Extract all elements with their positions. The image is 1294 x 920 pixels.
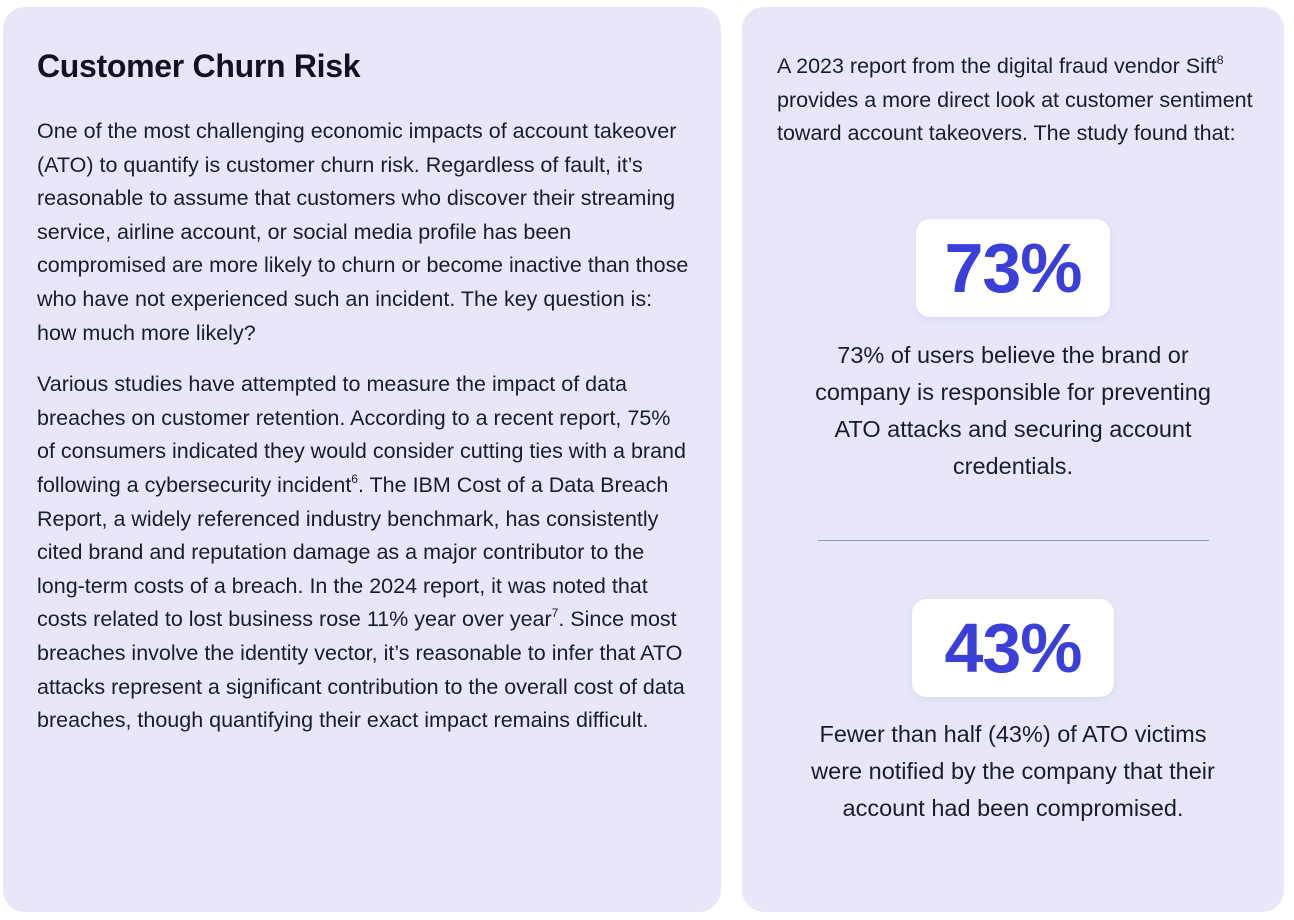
studies-text-b: . The IBM Cost of a Data Breach Report, … [37, 472, 669, 632]
sift-intro-text-a: A 2023 report from the digital fraud ven… [777, 54, 1217, 78]
stat-card-notification: 43% [912, 599, 1114, 697]
sift-intro-text-b: provides a more direct look at customer … [777, 87, 1253, 146]
footnote-8: 8 [1216, 53, 1224, 67]
sift-intro-paragraph: A 2023 report from the digital fraud ven… [777, 50, 1254, 151]
studies-text-c: . Since most breaches involve the identi… [37, 607, 685, 733]
footnote-7: 7 [551, 606, 559, 621]
stat-card-responsibility: 73% [916, 219, 1110, 317]
intro-paragraph: One of the most challenging economic imp… [37, 119, 689, 345]
stat-caption: Fewer than half (43%) of ATO victims wer… [811, 721, 1215, 821]
stat-caption: 73% of users believe the brand or compan… [815, 342, 1211, 479]
footnote-6: 6 [351, 471, 358, 486]
studies-text-a: Various studies have attempted to measur… [37, 372, 686, 497]
churn-risk-panel: Customer Churn Risk One of the most chal… [3, 7, 721, 912]
sift-findings-panel: A 2023 report from the digital fraud ven… [742, 7, 1284, 912]
studies-paragraph: Various studies have attempted to measur… [37, 368, 691, 738]
section-title: Customer Churn Risk [37, 48, 361, 84]
stat-value: 73% [944, 229, 1082, 307]
stat-divider [818, 540, 1209, 541]
stat-value: 43% [944, 609, 1082, 687]
